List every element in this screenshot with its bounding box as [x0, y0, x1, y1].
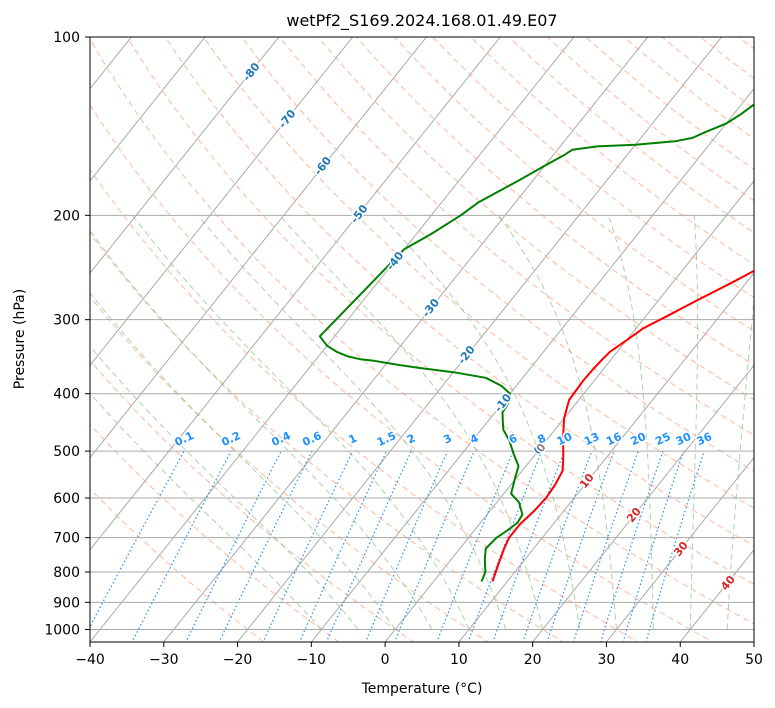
plot-background — [90, 37, 754, 642]
temperature-line — [491, 269, 754, 582]
isotherm-line — [310, 87, 754, 642]
y-tick-label: 300 — [53, 313, 80, 329]
x-tick-label: 40 — [671, 652, 689, 668]
chart-title: wetPf2_S169.2024.168.01.49.E07 — [286, 11, 557, 31]
x-tick-label: 50 — [745, 652, 763, 668]
isotherm-label: -90 — [204, 12, 227, 36]
pressure-gridlines — [90, 37, 754, 630]
y-tick-label: 600 — [53, 491, 80, 507]
x-axis-label: Temperature (°C) — [361, 681, 483, 697]
x-tick-label: 0 — [381, 652, 390, 668]
dry-adiabat — [90, 38, 754, 625]
dry-adiabat — [317, 37, 754, 401]
dry-adiabat — [164, 37, 754, 547]
x-tick-label: −30 — [149, 652, 179, 668]
profiles — [318, 103, 754, 582]
x-tick-label: 30 — [598, 652, 616, 668]
x-tick-label: −40 — [75, 652, 105, 668]
y-axis-label: Pressure (hPa) — [12, 289, 28, 389]
isotherm-label: -100 — [193, 0, 221, 28]
isotherm-line — [90, 37, 501, 551]
y-tick-label: 500 — [53, 444, 80, 460]
y-tick-label: 400 — [53, 387, 80, 403]
isotherm-line — [458, 272, 754, 642]
y-tick-label: 200 — [53, 208, 80, 224]
dry-adiabat — [90, 296, 490, 642]
x-tick-label: 20 — [524, 652, 542, 668]
plot-frame — [89, 36, 755, 643]
dry-adiabat — [279, 37, 754, 436]
x-tick-label: −10 — [297, 652, 327, 668]
dry-adiabat — [126, 37, 754, 586]
y-tick-label: 100 — [53, 30, 80, 46]
dry-adiabat — [90, 232, 564, 642]
x-tick-label: −20 — [223, 652, 253, 668]
x-tick-label: 10 — [450, 652, 468, 668]
isotherm-line — [90, 37, 280, 274]
dry-adiabat — [90, 359, 415, 642]
y-tick-label: 900 — [53, 595, 80, 611]
isotherm-line — [90, 37, 428, 459]
x-axis: −40 −30 −20 −10 0 10 20 30 40 50 — [75, 642, 763, 668]
dry-adiabat — [90, 168, 639, 642]
dry-adiabat — [90, 423, 340, 642]
y-tick-label: 700 — [53, 531, 80, 547]
dry-adiabat — [202, 37, 754, 509]
isotherm-line — [605, 456, 754, 642]
isotherm-line — [0, 10, 5, 654]
isotherm-line — [163, 37, 649, 642]
isotherm-line — [90, 37, 206, 182]
y-axis: 100 200 300 400 500 600 700 800 900 1000 — [44, 30, 90, 638]
y-tick-label: 800 — [53, 565, 80, 581]
dry-adiabat — [90, 488, 265, 642]
isotherm-line — [90, 37, 354, 367]
dry-adiabat — [90, 104, 714, 642]
dewpoint-line — [318, 103, 754, 582]
dry-adiabat — [355, 37, 754, 366]
y-tick-label: 1000 — [44, 622, 80, 638]
isotherm-line — [90, 37, 575, 642]
dry-adiabat — [432, 37, 754, 299]
isotherm-line — [236, 37, 723, 642]
isotherm-line — [384, 180, 754, 642]
